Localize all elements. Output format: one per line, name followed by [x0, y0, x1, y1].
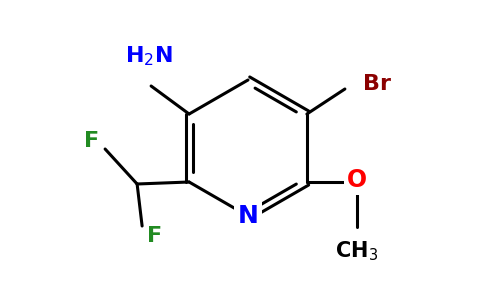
Text: Br: Br — [363, 74, 391, 94]
Text: H$_2$N: H$_2$N — [125, 44, 173, 68]
Text: N: N — [238, 204, 258, 228]
Text: F: F — [147, 226, 162, 246]
Text: F: F — [84, 131, 99, 151]
Text: O: O — [347, 168, 367, 192]
Text: CH$_3$: CH$_3$ — [335, 239, 378, 262]
